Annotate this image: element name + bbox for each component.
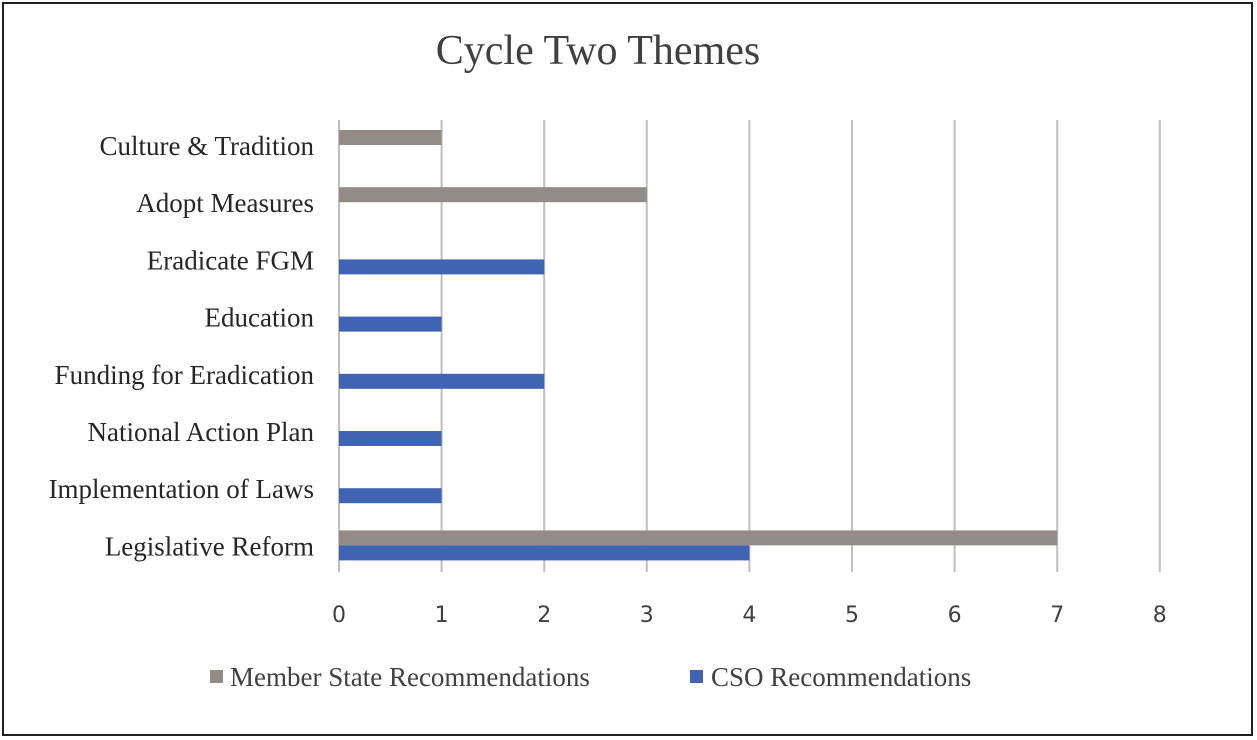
category-label-culture-and-tradition: Culture & Tradition xyxy=(99,131,314,161)
x-tick-6: 6 xyxy=(948,603,962,628)
bar-cso-funding-for-eradication xyxy=(339,373,545,389)
x-tick-0: 0 xyxy=(332,603,346,628)
bar-member-state-culture-and-tradition xyxy=(339,130,442,145)
legend-swatch-member-state xyxy=(210,670,223,683)
legend-label-cso: CSO Recommendations xyxy=(711,662,971,692)
x-tick-1: 1 xyxy=(435,603,449,628)
bar-cso-legislative-reform xyxy=(339,545,750,561)
x-tick-2: 2 xyxy=(537,603,551,628)
category-label-eradicate-fgm: Eradicate FGM xyxy=(147,245,314,275)
bars xyxy=(339,130,1058,561)
category-label-education: Education xyxy=(205,303,315,333)
category-label-legislative-reform: Legislative Reform xyxy=(105,531,314,561)
bar-cso-education xyxy=(339,316,442,332)
chart-title: Cycle Two Themes xyxy=(436,28,760,74)
category-label-funding-for-eradication: Funding for Eradication xyxy=(55,360,315,390)
bar-member-state-adopt-measures xyxy=(339,187,647,203)
x-tick-7: 7 xyxy=(1050,603,1064,628)
category-labels: Culture & Tradition Adopt Measures Eradica… xyxy=(49,131,315,561)
category-label-adopt-measures: Adopt Measures xyxy=(136,188,314,218)
category-label-implementation-of-laws: Implementation of Laws xyxy=(49,474,314,504)
legend-swatch-cso xyxy=(690,670,703,683)
bar-member-state-legislative-reform xyxy=(339,530,1058,546)
x-tick-5: 5 xyxy=(845,603,859,628)
legend: Member State Recommendations CSO Recomme… xyxy=(210,662,971,692)
x-tick-8: 8 xyxy=(1153,603,1167,628)
x-tick-4: 4 xyxy=(742,603,756,628)
bar-cso-implementation-of-laws xyxy=(339,488,442,504)
category-label-national-action-plan: National Action Plan xyxy=(88,417,315,447)
bar-cso-eradicate-fgm xyxy=(339,259,545,275)
x-tick-3: 3 xyxy=(640,603,654,628)
bar-cso-national-action-plan xyxy=(339,431,442,446)
x-tick-labels: 0 1 2 3 4 5 6 7 8 xyxy=(332,603,1167,628)
legend-label-member-state: Member State Recommendations xyxy=(230,662,590,692)
